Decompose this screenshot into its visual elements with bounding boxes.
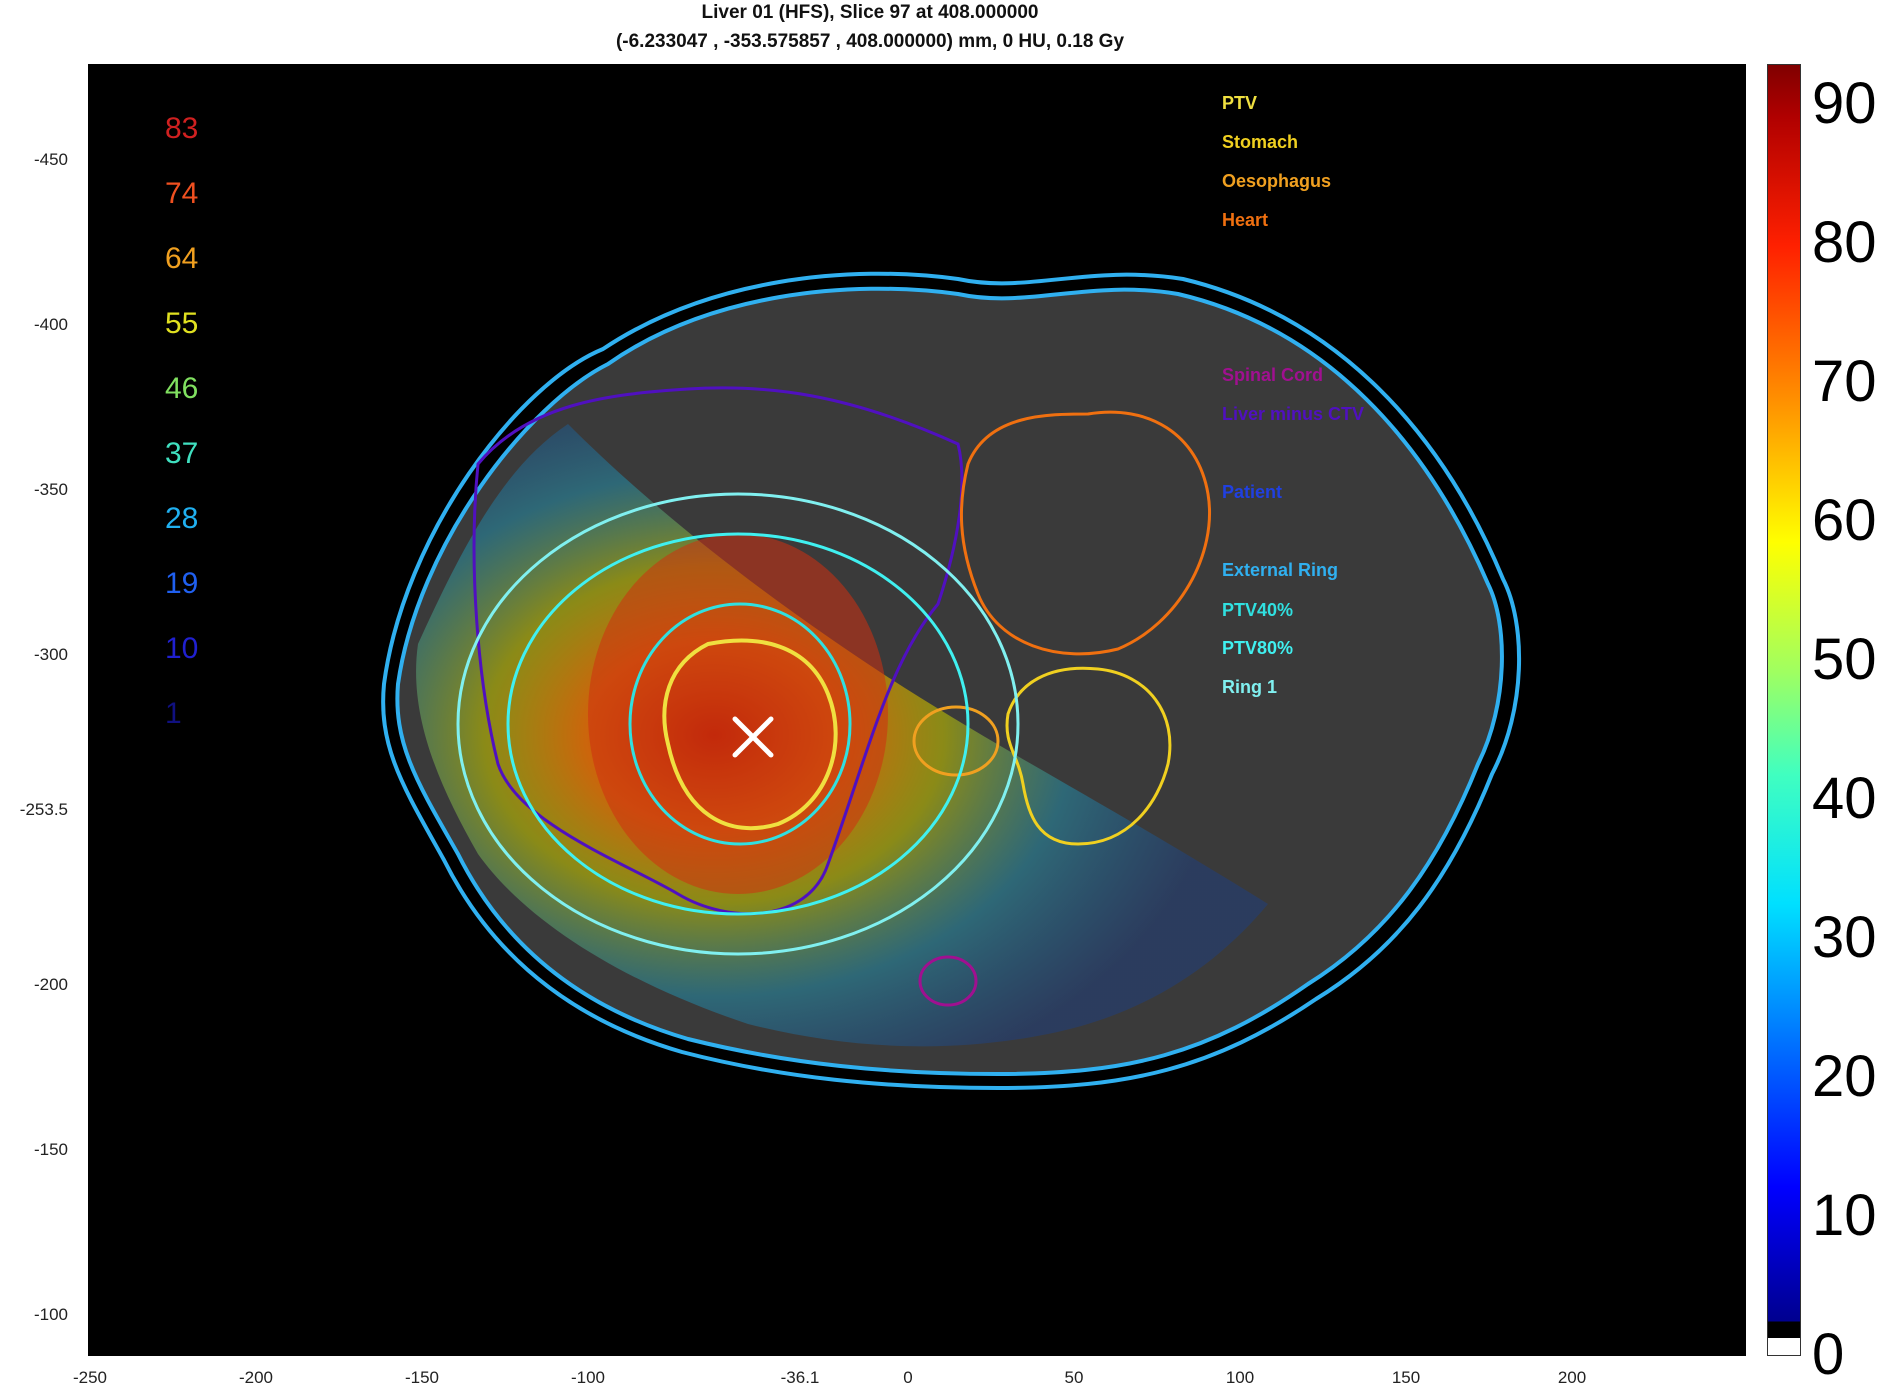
liver-contour — [472, 386, 964, 916]
y-tick-label: -350 — [33, 480, 68, 499]
x-tick-label: 100 — [1225, 1368, 1255, 1387]
isocenter-marker-icon — [732, 716, 774, 758]
figure-title-line-2: (-6.233047 , -353.575857 , 408.000000) m… — [615, 31, 1125, 52]
y-tick-label: -150 — [33, 1140, 68, 1159]
spinal-cord-contour — [918, 955, 978, 1007]
colorbar-tick-label: 40 — [1812, 766, 1877, 831]
colorbar-tick-label: 30 — [1812, 905, 1877, 970]
x-tick-label: 150 — [1391, 1368, 1421, 1387]
y-tick-label: -300 — [33, 645, 68, 664]
legend-spinal-cord: Spinal Cord — [1222, 365, 1324, 385]
y-tick-label: -100 — [33, 1305, 68, 1324]
legend-ptv: PTV — [1222, 93, 1258, 113]
colorbar-tick-label: 60 — [1812, 488, 1877, 553]
oesophagus-contour — [912, 705, 1000, 777]
y-tick-label: -450 — [33, 150, 68, 169]
legend-external-ring: External Ring — [1222, 560, 1339, 580]
x-tick-label: -100 — [570, 1368, 606, 1387]
legend-stomach: Stomach — [1222, 132, 1299, 152]
ptv40-contour — [628, 602, 852, 846]
isodose-level-label: 64 — [165, 242, 199, 275]
x-tick-label: 0 — [903, 1368, 913, 1387]
isodose-level-label: 28 — [165, 502, 199, 535]
legend-patient: Patient — [1222, 482, 1283, 502]
isodose-level-label: 74 — [165, 177, 199, 210]
x-tick-label: -150 — [404, 1368, 440, 1387]
high-dose-core — [588, 534, 888, 894]
colorbar-tick-label: 80 — [1812, 210, 1877, 275]
legend-ptv80: PTV80% — [1222, 638, 1294, 658]
y-tick-label: -200 — [33, 975, 68, 994]
isodose-level-label: 83 — [165, 112, 199, 145]
stomach-contour — [1005, 666, 1172, 846]
x-tick-label: -200 — [238, 1368, 274, 1387]
ptv-contour — [662, 638, 838, 831]
x-tick-label: -250 — [72, 1368, 108, 1387]
patient-contour — [395, 286, 1504, 1077]
isodose-level-label: 55 — [165, 307, 199, 340]
isodose-level-label: 19 — [165, 567, 199, 600]
isodose-level-label: 46 — [165, 372, 199, 405]
y-tick-label: -400 — [33, 315, 68, 334]
ring1-contour — [456, 492, 1020, 956]
x-tick-label: -36.1 — [780, 1368, 820, 1387]
y-tick-label: -253.5 — [19, 800, 68, 819]
ptv80-contour — [506, 532, 970, 916]
isodose-level-label: 37 — [165, 437, 199, 470]
dose-map-plot[interactable] — [88, 64, 1746, 1356]
isodose-level-label: 10 — [165, 632, 199, 665]
x-tick-label: 200 — [1557, 1368, 1587, 1387]
legend-heart: Heart — [1222, 210, 1269, 230]
colorbar-tick-label: 20 — [1812, 1044, 1877, 1109]
heart-contour — [959, 410, 1211, 656]
colorbar-tick-label: 70 — [1812, 349, 1877, 414]
colorbar-tick-label: 90 — [1812, 71, 1877, 136]
legend-liver-minus-ctv: Liver minus CTV — [1222, 404, 1365, 424]
figure-title-line-1: Liver 01 (HFS), Slice 97 at 408.000000 — [701, 2, 1039, 23]
colorbar-tick-label: 50 — [1812, 627, 1877, 692]
x-tick-label: 50 — [1064, 1368, 1084, 1387]
dose-map-svg — [381, 271, 1522, 1091]
legend-ring-1: Ring 1 — [1222, 677, 1278, 697]
colorbar-tick-label: 0 — [1812, 1322, 1845, 1387]
legend-oesophagus: Oesophagus — [1222, 171, 1332, 191]
colorbar-tick-label: 10 — [1812, 1183, 1877, 1248]
external-ring-contour — [381, 271, 1522, 1091]
dose-colorbar — [1767, 64, 1801, 1356]
isodose-level-label: 1 — [165, 697, 182, 730]
legend-ptv40: PTV40% — [1222, 600, 1294, 620]
